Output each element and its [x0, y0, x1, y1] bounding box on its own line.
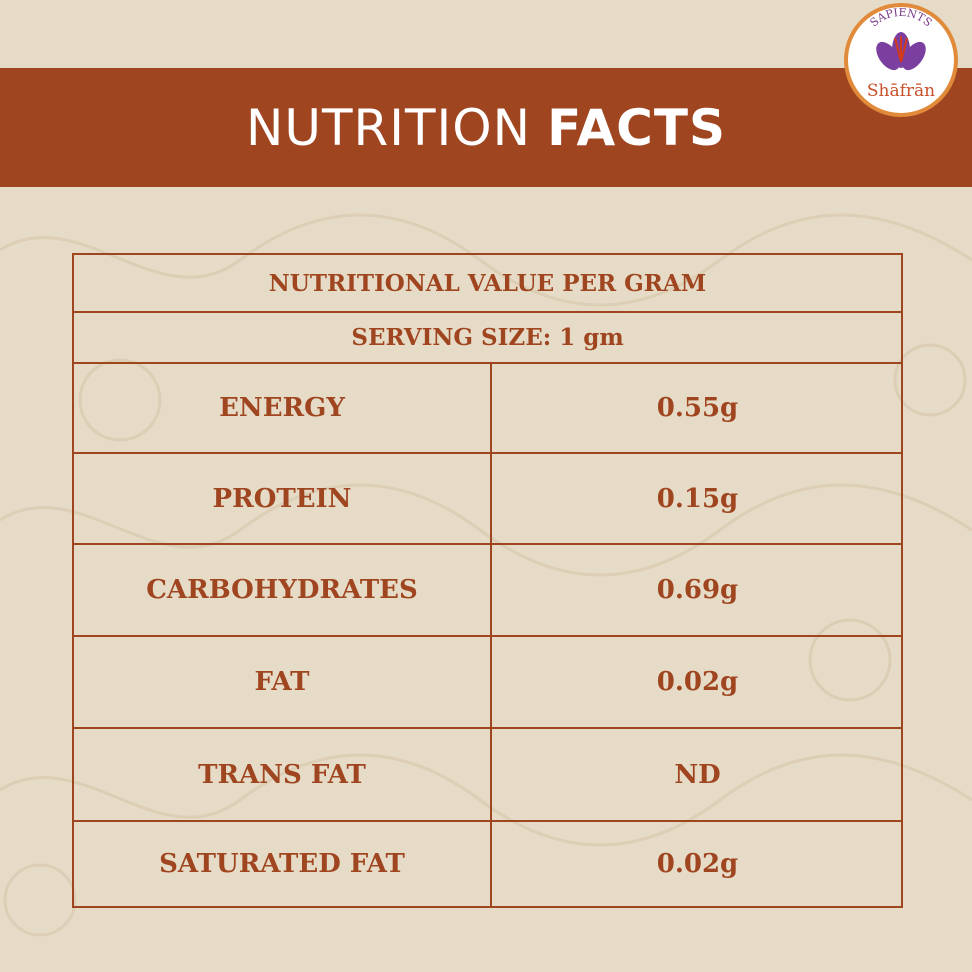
- nutrient-name: TRANS FAT: [74, 729, 492, 820]
- nutrient-value: ND: [674, 759, 721, 790]
- nutrient-value: 0.69g: [656, 575, 739, 605]
- title-regular: NUTRITION: [245, 98, 532, 157]
- title-banner: NUTRITION FACTS: [0, 68, 972, 187]
- nutrient-name: ENERGY: [74, 364, 492, 452]
- nutrient-name: FAT: [74, 637, 492, 727]
- logo-stigma: [894, 36, 908, 63]
- nutrition-table: NUTRITIONAL VALUE PER GRAM SERVING SIZE:…: [72, 253, 903, 908]
- table-row: PROTEIN 0.15g: [74, 454, 901, 545]
- nutrient-value: 0.15g: [656, 483, 739, 514]
- nutrient-value: 0.02g: [656, 849, 739, 879]
- nutrient-name: PROTEIN: [74, 454, 492, 543]
- title-bold: FACTS: [547, 98, 726, 157]
- nutrient-name: CARBOHYDRATES: [74, 545, 492, 635]
- nutrient-name: SATURATED FAT: [74, 822, 492, 906]
- nutrient-value: 0.02g: [656, 667, 739, 697]
- table-row: TRANS FAT ND: [74, 729, 901, 822]
- table-row: ENERGY 0.55g: [74, 364, 901, 454]
- table-row: CARBOHYDRATES 0.69g: [74, 545, 901, 637]
- table-row: FAT 0.02g: [74, 637, 901, 729]
- nutrient-value: 0.55g: [656, 393, 739, 423]
- logo: SAPIENTS Shāfrān: [844, 3, 958, 117]
- table-heading: NUTRITIONAL VALUE PER GRAM: [74, 255, 901, 313]
- table-row: SATURATED FAT 0.02g: [74, 822, 901, 906]
- table-subheading: SERVING SIZE: 1 gm: [74, 313, 901, 364]
- logo-name: Shāfrān: [867, 81, 935, 101]
